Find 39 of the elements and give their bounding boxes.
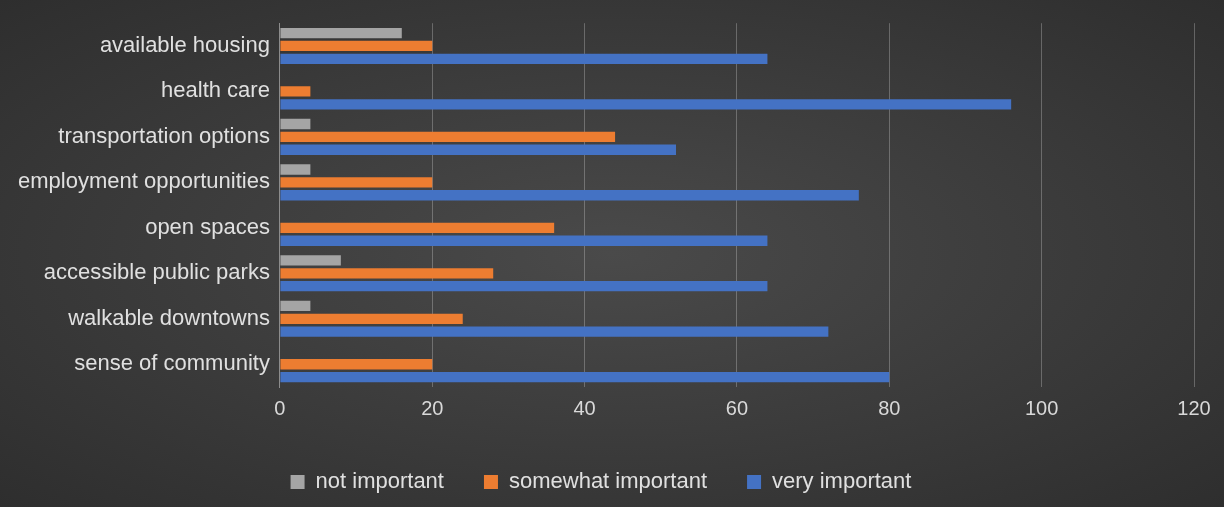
y-tick-label: available housing: [99, 32, 270, 57]
x-tick-label: 80: [878, 396, 901, 419]
bar: [280, 53, 768, 64]
x-tick-label: 0: [274, 396, 286, 419]
bar: [280, 359, 433, 370]
x-tick-label: 40: [573, 396, 596, 419]
bar: [280, 281, 768, 292]
legend-label: somewhat important: [508, 468, 708, 494]
bar: [280, 86, 311, 97]
legend-label: very important: [772, 468, 912, 494]
y-tick-label: transportation options: [58, 122, 270, 148]
bar: [280, 40, 433, 52]
x-tick-label: 20: [421, 396, 444, 419]
bar: [280, 144, 677, 155]
x-tick-label: 100: [1024, 396, 1059, 419]
bar: [280, 268, 494, 279]
bar: [280, 222, 555, 233]
legend-label: not important: [315, 468, 444, 494]
y-tick-label: sense of community: [74, 350, 270, 376]
bar: [280, 313, 463, 324]
bar: [280, 99, 1012, 110]
y-tick-label: accessible public parks: [43, 259, 270, 285]
bar: [280, 255, 341, 266]
bar: [280, 177, 433, 188]
x-tick-label: 120: [1177, 396, 1211, 419]
bar: [280, 27, 402, 39]
bar: [280, 131, 616, 143]
bar: [280, 164, 311, 175]
bar: [280, 190, 859, 201]
y-tick-label: walkable downtowns: [67, 304, 270, 330]
bar: [280, 326, 829, 337]
bar: [280, 371, 890, 383]
y-tick-label: open spaces: [145, 213, 270, 239]
bar: [280, 300, 311, 312]
y-tick-label: health care: [161, 77, 270, 103]
bar: [280, 118, 311, 130]
x-tick-label: 60: [725, 396, 749, 419]
y-tick-label: employment opportunities: [17, 168, 270, 194]
bar: [280, 235, 768, 246]
